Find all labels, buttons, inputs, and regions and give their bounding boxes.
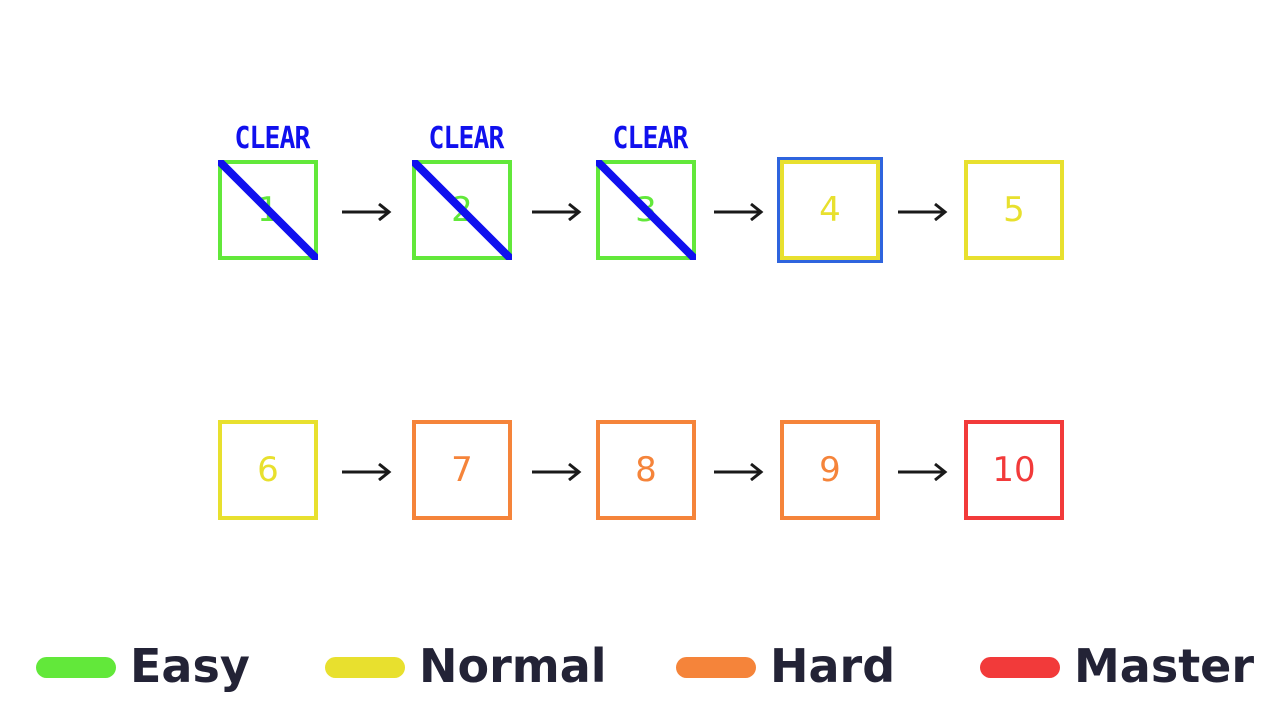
level-1-button[interactable]: 1 CLEAR — [218, 124, 318, 260]
level-number: 7 — [451, 450, 473, 490]
legend-swatch — [676, 657, 756, 678]
right-arrow-icon — [714, 202, 764, 221]
level-number: 3 — [635, 190, 657, 230]
clear-label: CLEAR — [428, 121, 504, 156]
level-number: 8 — [635, 450, 657, 490]
level-6-button[interactable]: 6 — [218, 420, 318, 520]
right-arrow-icon — [714, 462, 764, 481]
level-3-button[interactable]: 3 CLEAR — [596, 124, 696, 260]
level-number: 4 — [819, 190, 841, 230]
level-9-button[interactable]: 9 — [780, 420, 880, 520]
level-number: 10 — [992, 450, 1036, 490]
level-8-button[interactable]: 8 — [596, 420, 696, 520]
level-2-button[interactable]: 2 CLEAR — [412, 124, 512, 260]
level-number: 2 — [451, 190, 473, 230]
level-number: 9 — [819, 450, 841, 490]
level-7-button[interactable]: 7 — [412, 420, 512, 520]
right-arrow-icon — [532, 202, 582, 221]
clear-label: CLEAR — [612, 121, 688, 156]
level-5-button[interactable]: 5 — [964, 160, 1064, 260]
legend-swatch — [325, 657, 405, 678]
legend-label: Hard — [770, 639, 896, 693]
legend-swatch — [980, 657, 1060, 678]
legend-label: Master — [1074, 639, 1255, 693]
level-number: 1 — [257, 190, 279, 230]
right-arrow-icon — [532, 462, 582, 481]
right-arrow-icon — [342, 202, 392, 221]
legend-label: Easy — [130, 639, 250, 693]
legend-label: Normal — [419, 639, 607, 693]
right-arrow-icon — [898, 462, 948, 481]
level-4-button[interactable]: 4 — [777, 157, 883, 263]
right-arrow-icon — [342, 462, 392, 481]
clear-label: CLEAR — [234, 121, 310, 156]
right-arrow-icon — [898, 202, 948, 221]
level-10-button[interactable]: 10 — [964, 420, 1064, 520]
level-number: 6 — [257, 450, 279, 490]
level-number: 5 — [1003, 190, 1025, 230]
legend-swatch — [36, 657, 116, 678]
